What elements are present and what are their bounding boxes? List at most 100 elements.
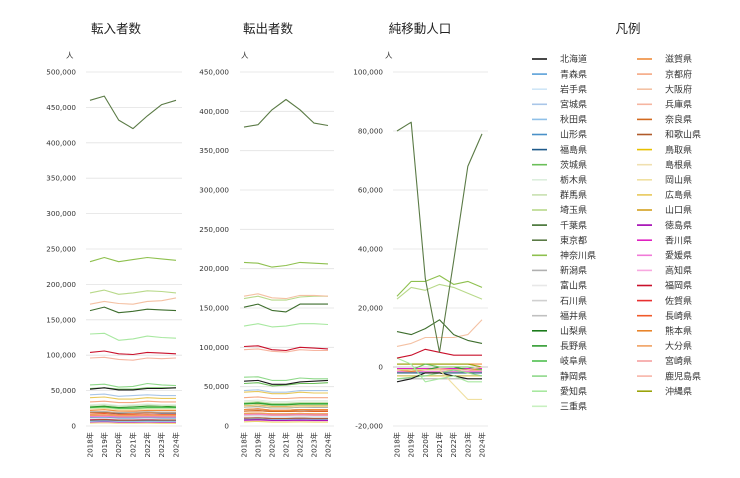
y-tick-label: 50,000 xyxy=(51,386,77,395)
series-line-福岡県 xyxy=(243,345,329,352)
x-tick-label: 2023年 xyxy=(157,432,166,457)
legend-label: 青森県 xyxy=(560,68,587,80)
series-line-大阪府 xyxy=(243,293,329,300)
y-tick-label: 100,000 xyxy=(199,343,229,352)
series-line-群馬県 xyxy=(243,401,328,404)
legend-label: 岐阜県 xyxy=(560,355,587,367)
legend-label: 福島県 xyxy=(560,144,587,156)
legend-label: 広島県 xyxy=(665,189,692,201)
series-lines xyxy=(243,98,329,423)
y-tick-label: 100,000 xyxy=(353,68,383,77)
legend-label: 静岡県 xyxy=(560,370,587,382)
series-line-大阪府 xyxy=(89,297,177,305)
y-unit-label: 人 xyxy=(66,51,74,60)
y-tick-label: 300,000 xyxy=(199,186,229,195)
y-tick-label: 350,000 xyxy=(46,174,76,183)
series-line-熊本県 xyxy=(243,404,328,407)
series-line-兵庫県 xyxy=(89,356,177,361)
chart-title: 転入者数 xyxy=(91,21,142,36)
y-tick-label: 150,000 xyxy=(199,304,229,313)
series-line-三重県 xyxy=(243,403,328,407)
legend-label: 愛媛県 xyxy=(665,250,692,262)
y-tick-label: 450,000 xyxy=(199,68,229,77)
series-line-北海道 xyxy=(396,372,482,383)
legend-label: 長野県 xyxy=(560,341,587,352)
series-line-北海道 xyxy=(89,387,177,391)
legend-label: 和歌山県 xyxy=(665,129,701,141)
series-line-北海道 xyxy=(243,379,329,385)
x-tick-label: 2020年 xyxy=(114,432,123,457)
legend-title: 凡例 xyxy=(615,21,640,36)
series-line-和歌山県 xyxy=(89,419,176,421)
series-line-大分県 xyxy=(243,412,328,415)
x-tick-label: 2024年 xyxy=(324,432,333,457)
x-tick-label: 2021年 xyxy=(129,432,138,457)
series-line-滋賀県 xyxy=(243,408,328,411)
x-tick-label: 2023年 xyxy=(463,432,472,457)
y-tick-label: 60,000 xyxy=(358,186,384,195)
y-tick-label: 300,000 xyxy=(46,209,76,218)
series-line-京都府 xyxy=(243,396,328,400)
series-line-千葉県 xyxy=(243,303,328,313)
legend-label: 大分県 xyxy=(665,340,692,352)
series-line-静岡県 xyxy=(243,376,328,381)
x-tick-label: 2024年 xyxy=(478,432,487,457)
y-tick-label: 500,000 xyxy=(46,68,76,77)
series-line-大分県 xyxy=(89,414,176,417)
series-line-富山県 xyxy=(243,416,328,418)
series-line-福岡県 xyxy=(89,350,177,356)
y-tick-label: 450,000 xyxy=(46,103,76,112)
legend-label: 新潟県 xyxy=(560,265,587,277)
series-line-長野県 xyxy=(243,402,328,406)
series-line-秋田県 xyxy=(243,417,328,420)
series-line-長野県 xyxy=(89,405,177,409)
series-line-群馬県 xyxy=(89,404,176,407)
y-tick-label: 250,000 xyxy=(199,225,229,234)
legend-label: 鹿児島県 xyxy=(665,370,701,382)
legend-label: 群馬県 xyxy=(560,189,587,201)
legend-label: 山口県 xyxy=(665,205,692,216)
legend-label: 佐賀県 xyxy=(665,295,692,307)
x-tick-label: 2018年 xyxy=(393,432,402,457)
legend-label: 岩手県 xyxy=(560,83,587,95)
series-line-愛媛県 xyxy=(243,413,328,416)
y-tick-label: 350,000 xyxy=(199,146,229,155)
legend-label: 福岡県 xyxy=(665,280,692,292)
series-line-神奈川県 xyxy=(243,261,329,268)
legend-items: 北海道青森県岩手県宮城県秋田県山形県福島県茨城県栃木県群馬県埼玉県千葉県東京都神… xyxy=(532,53,701,413)
legend-label: 山形県 xyxy=(560,129,587,141)
y-tick-label: 80,000 xyxy=(358,127,384,136)
x-tick-label: 2021年 xyxy=(435,432,444,457)
series-line-愛知県 xyxy=(243,323,329,328)
series-line-京都府 xyxy=(89,400,176,404)
series-line-埼玉県 xyxy=(243,295,328,301)
legend-label: 京都府 xyxy=(665,68,692,80)
y-tick-label: 200,000 xyxy=(199,264,229,273)
legend-label: 東京都 xyxy=(560,234,587,246)
legend-label: 沖縄県 xyxy=(665,385,692,397)
legend-label: 栃木県 xyxy=(560,174,587,186)
x-tick-label: 2019年 xyxy=(407,432,416,457)
y-tick-label: 200,000 xyxy=(46,280,76,289)
series-line-三重県 xyxy=(89,407,176,410)
series-line-東京都 xyxy=(396,121,483,353)
x-tick-label: 2023年 xyxy=(310,432,319,457)
legend-label: 埼玉県 xyxy=(560,204,587,216)
y-tick-label: 40,000 xyxy=(358,245,384,254)
series-line-岡山県 xyxy=(89,407,176,411)
x-tick-label: 2020年 xyxy=(421,432,430,457)
x-tick-label: 2022年 xyxy=(449,432,458,457)
legend: 凡例 北海道青森県岩手県宮城県秋田県山形県福島県茨城県栃木県群馬県埼玉県千葉県東… xyxy=(532,21,701,413)
series-line-茨城県 xyxy=(243,382,329,387)
x-tick-label: 2019年 xyxy=(254,432,263,457)
y-tick-label: 0 xyxy=(378,363,383,372)
series-line-神奈川県 xyxy=(89,256,177,263)
chart-title: 純移動人口 xyxy=(389,21,452,36)
series-line-愛媛県 xyxy=(89,415,176,418)
series-line-滋賀県 xyxy=(89,409,176,412)
series-line-岡山県 xyxy=(243,404,328,408)
series-line-岡山県 xyxy=(397,369,482,400)
